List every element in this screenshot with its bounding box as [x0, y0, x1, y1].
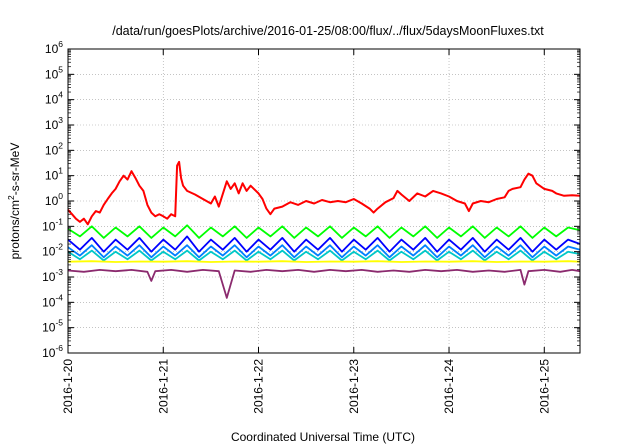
chart-title: /data/run/goesPlots/archive/2016-01-25/0… [112, 24, 544, 38]
y-tick-label: 104 [45, 90, 63, 107]
y-tick-label: 103 [45, 115, 63, 132]
y-tick-label: 101 [45, 166, 63, 183]
y-tick-label: 10-4 [42, 292, 63, 309]
series-line-7 [67, 269, 581, 299]
y-tick-label: 102 [45, 140, 63, 157]
series-layer [67, 160, 581, 299]
y-tick-label: 10-2 [42, 242, 63, 259]
series-line-3 [67, 235, 581, 253]
x-tick-label: 2016-1-20 [61, 359, 75, 414]
x-tick-label: 2016-1-24 [442, 359, 456, 414]
x-tick-label: 2016-1-23 [347, 359, 361, 414]
y-tick-label: 10-5 [42, 318, 63, 335]
x-tick-label: 2016-1-25 [537, 359, 551, 414]
x-axis-label: Coordinated Universal Time (UTC) [231, 430, 415, 444]
y-tick-labels: 106 105 104 103 102 101 100 10-1 10-2 10-3 10-4 10-… [42, 39, 63, 360]
y-tick-label: 106 [45, 39, 63, 56]
series-line-4 [67, 244, 581, 259]
y-tick-label: 105 [45, 64, 63, 81]
y-axis-label-base: protons/cm [8, 200, 22, 259]
series-line-2 [67, 224, 581, 239]
series-line-6 [67, 260, 581, 263]
series-line-5 [67, 249, 581, 262]
y-tick-label: 10-3 [42, 267, 63, 284]
y-axis-label-rest: -s-sr-MeV [8, 143, 22, 196]
y-axis-label: protons/cm2-s-sr-MeV [6, 143, 22, 260]
y-axis-label-sup: 2 [6, 195, 16, 200]
y-tick-label: 10-6 [42, 343, 63, 360]
y-tick-label: 10-1 [42, 216, 63, 233]
x-tick-labels: 2016-1-20 2016-1-21 2016-1-22 2016-1-23 2016… [61, 359, 551, 414]
x-tick-label: 2016-1-21 [156, 359, 170, 414]
x-tick-label: 2016-1-22 [252, 359, 266, 414]
series-line-1 [67, 160, 581, 226]
grid [68, 49, 580, 353]
y-tick-label: 100 [45, 191, 63, 208]
ticks [67, 48, 580, 354]
